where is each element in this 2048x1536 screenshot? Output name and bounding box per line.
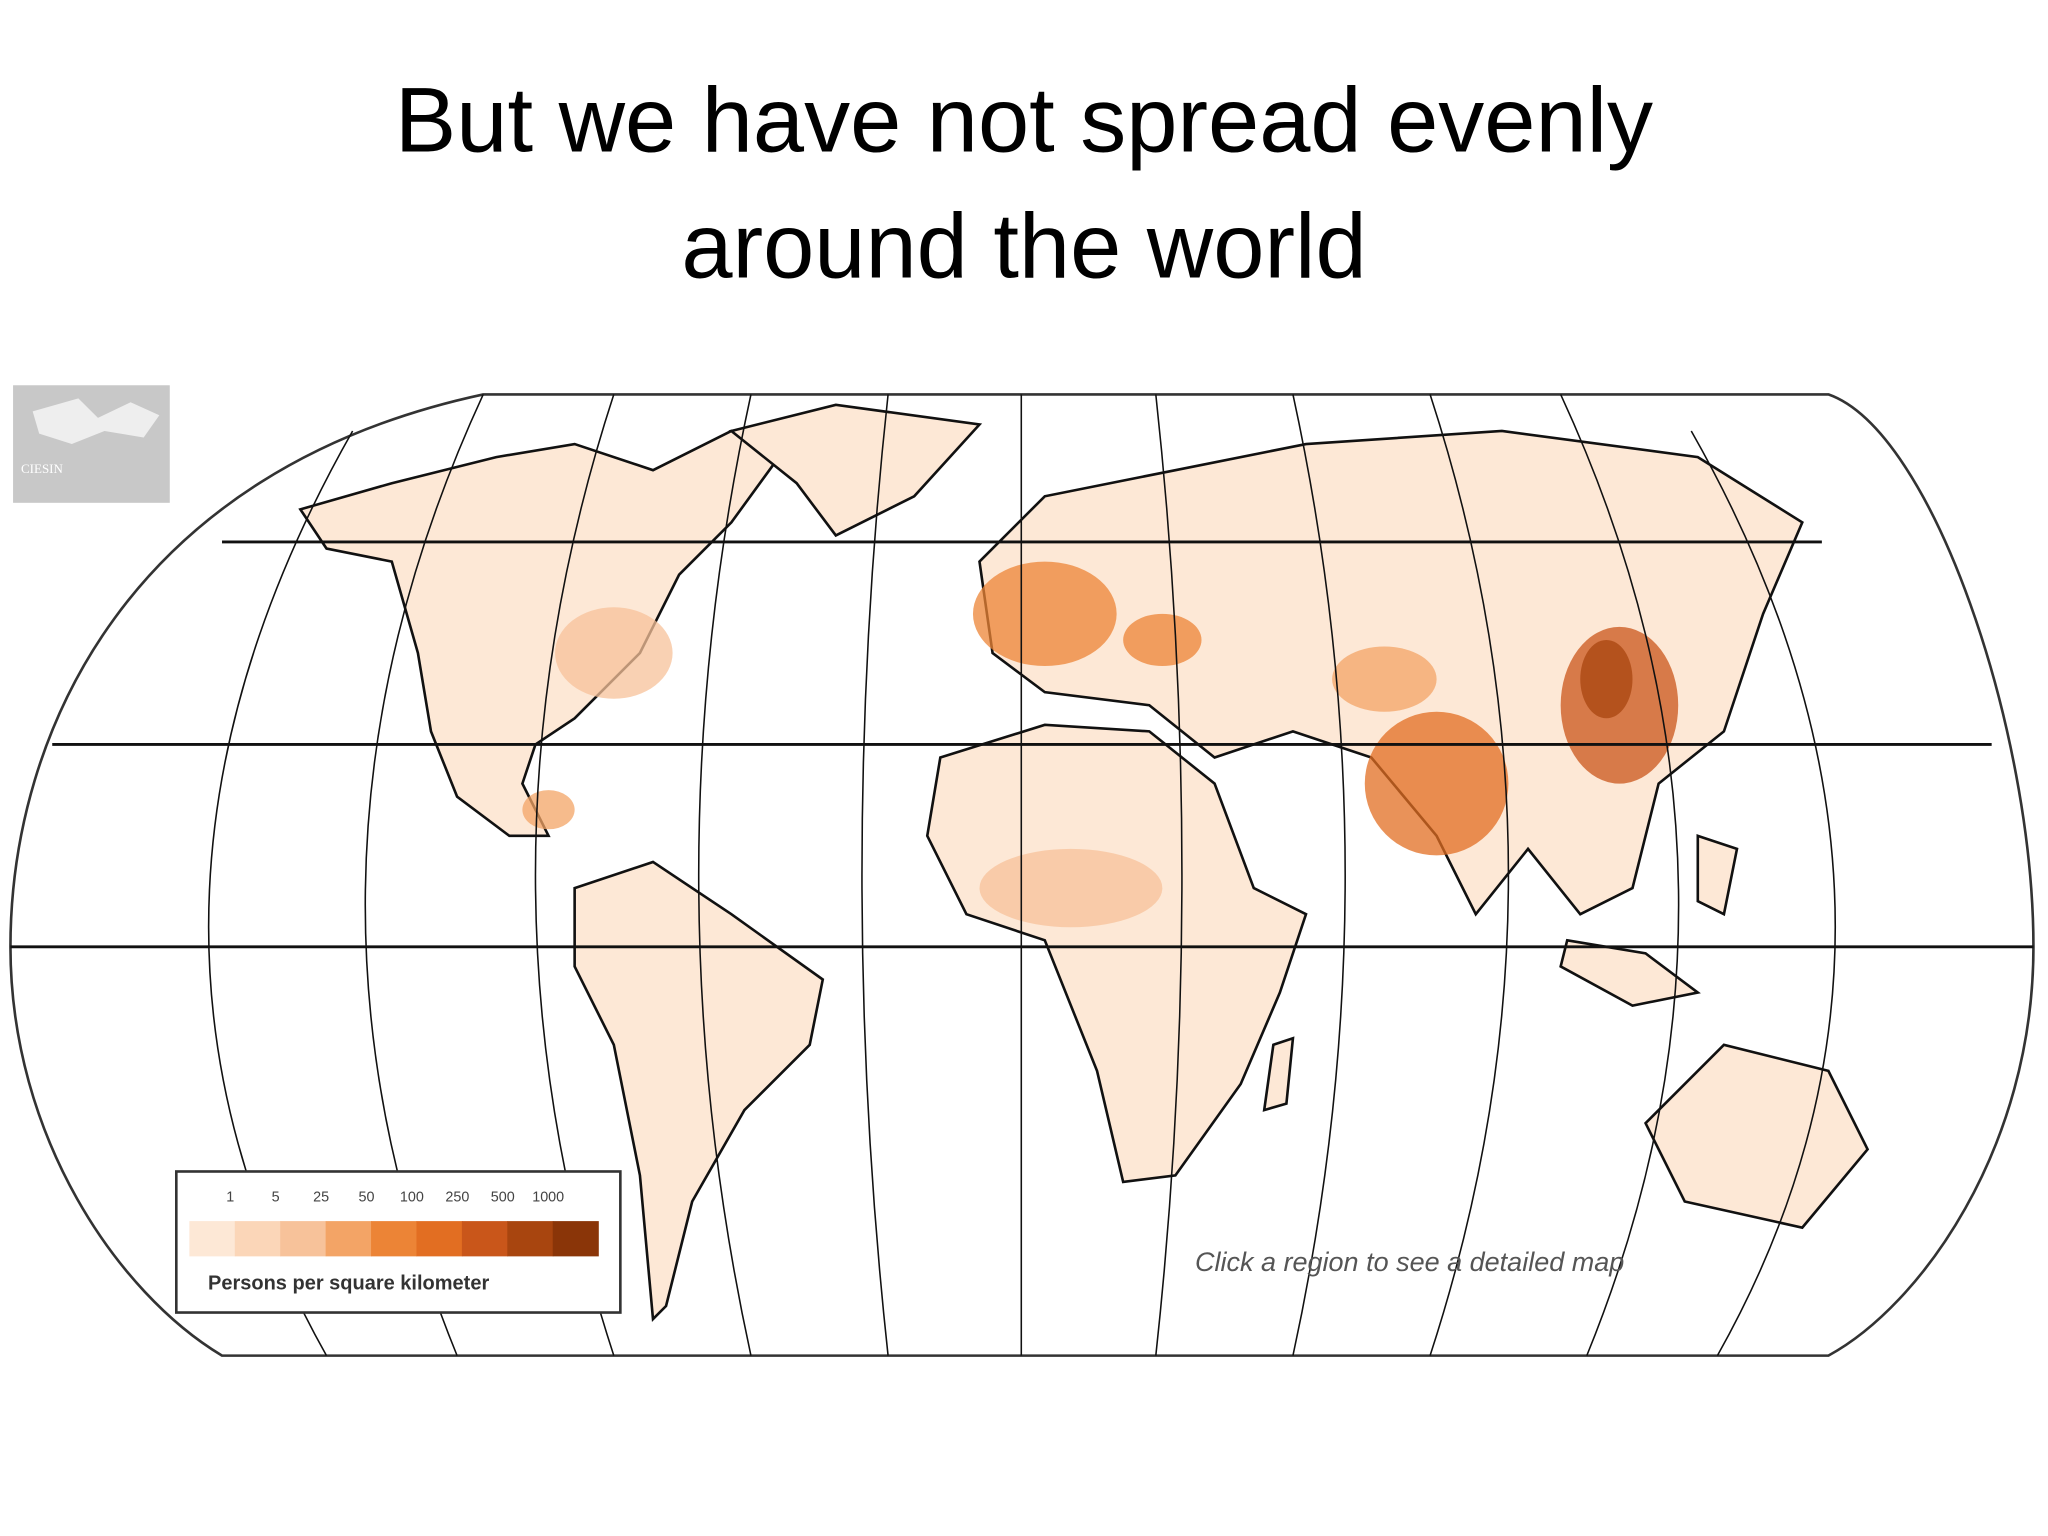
meridian [207, 394, 1837, 1357]
landmass [728, 403, 983, 538]
legend-tick-label: 5 [272, 1189, 280, 1205]
legend-tick-label: 100 [400, 1189, 424, 1205]
title-line: But we have not spread evenly [395, 69, 1653, 171]
density-area [1332, 646, 1437, 712]
map-note[interactable]: Click a region to see a detailed map [1195, 1247, 1624, 1277]
legend-tick-label: 250 [445, 1189, 469, 1205]
legend-label: Persons per square kilometer [208, 1272, 489, 1294]
logo-map [32, 398, 160, 445]
legend-swatch [461, 1221, 508, 1257]
density-area [555, 607, 673, 699]
legend-swatch [234, 1221, 281, 1257]
density-area [1364, 711, 1509, 856]
landmass [573, 860, 825, 1322]
density-area [1580, 639, 1633, 719]
legend-swatch [371, 1221, 418, 1257]
legend-tick-label: 1000 [532, 1189, 564, 1205]
landmass [1262, 1036, 1295, 1112]
density-area [522, 790, 575, 830]
legend-swatch [325, 1221, 372, 1257]
land [298, 403, 1870, 1322]
legend-tick-label: 1 [226, 1189, 234, 1205]
legend-swatch [507, 1221, 554, 1257]
legend-swatch [189, 1221, 236, 1257]
density-area [979, 848, 1163, 928]
legend-tick-label: 500 [491, 1189, 515, 1205]
legend-swatch [416, 1221, 463, 1257]
landmass [1559, 938, 1701, 1007]
landmass [1643, 1043, 1870, 1230]
legend-swatch [280, 1221, 327, 1257]
graticule [10, 394, 2034, 1357]
density-area [1123, 613, 1202, 667]
world-map: 1 5 25 50 100 250 500 1000 [9, 385, 2035, 1357]
legend-tick-label: 50 [359, 1189, 375, 1205]
legend-tick-label: 25 [313, 1189, 329, 1205]
landmass [298, 429, 786, 838]
logo-box [13, 385, 170, 503]
logo-text: CIESIN [21, 461, 64, 476]
density-area [972, 561, 1117, 667]
legend-swatch [552, 1221, 599, 1257]
landmass [1696, 834, 1739, 917]
legend: 1 5 25 50 100 250 500 1000 [189, 1189, 599, 1257]
title-line: around the world [681, 195, 1366, 297]
